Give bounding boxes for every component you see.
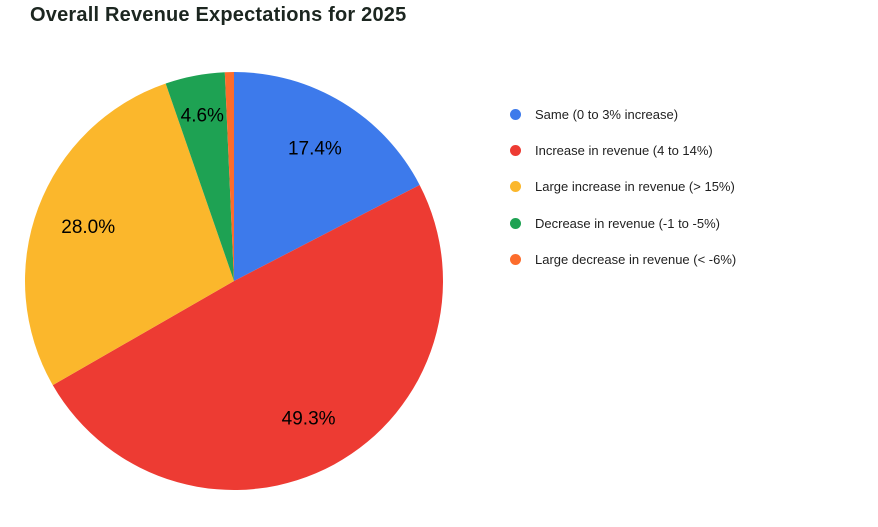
pie-slice-4[interactable] (165, 72, 234, 281)
legend-label: Increase in revenue (4 to 14%) (535, 143, 713, 159)
legend-label: Large decrease in revenue (< -6%) (535, 252, 737, 268)
legend-label: Large increase in revenue (> 15%) (535, 179, 735, 195)
pie-slice-label: 4.6% (181, 105, 224, 126)
pie-slice-5[interactable] (224, 71, 234, 281)
pie-slice-2[interactable] (52, 184, 443, 491)
legend-item-1: Same (0 to 3% increase) (510, 96, 736, 132)
legend-dot-icon (510, 181, 521, 193)
chart-title: Overall Revenue Expectations for 2025 (30, 4, 407, 26)
legend-label: Decrease in revenue (-1 to -5%) (535, 215, 720, 231)
legend-item-2: Increase in revenue (4 to 14%) (510, 132, 736, 168)
legend-dot-icon (510, 145, 521, 157)
pie-slice-label: 28.0% (61, 217, 115, 238)
legend: Same (0 to 3% increase) Increase in reve… (510, 96, 736, 278)
legend-label: Same (0 to 3% increase) (535, 106, 679, 122)
legend-item-4: Decrease in revenue (-1 to -5%) (510, 205, 736, 241)
legend-dot-icon (510, 108, 521, 120)
legend-dot-icon (510, 254, 521, 266)
pie-slice-1[interactable] (234, 72, 420, 281)
legend-item-3: Large increase in revenue (> 15%) (510, 169, 736, 205)
pie-slice-label: 49.3% (282, 408, 336, 429)
legend-item-5: Large decrease in revenue (< -6%) (510, 242, 736, 278)
pie-slice-3[interactable] (24, 83, 234, 386)
pie-slice-label: 17.4% (288, 139, 342, 160)
legend-dot-icon (510, 217, 521, 229)
